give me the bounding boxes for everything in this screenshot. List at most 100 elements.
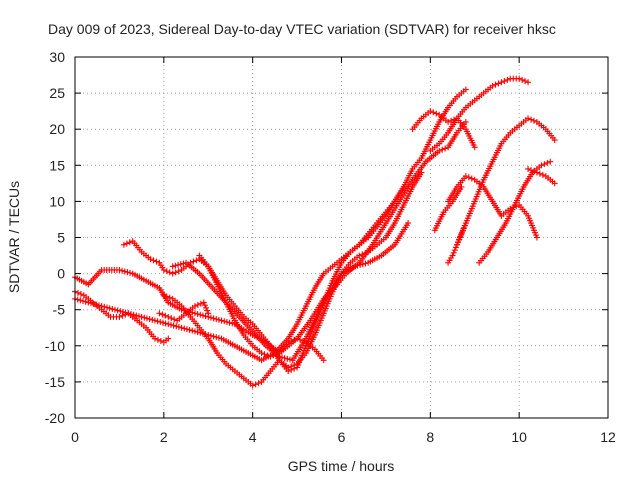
y-tick-label: 25 [49, 85, 65, 101]
series-track [427, 75, 532, 154]
data-point [533, 234, 540, 241]
data-point [462, 220, 469, 227]
data-point [147, 256, 154, 263]
series-track [196, 252, 327, 364]
y-tick-label: 10 [49, 193, 65, 209]
data-point [93, 301, 100, 308]
data-point [116, 266, 123, 273]
data-point [551, 180, 558, 187]
series-track [476, 158, 554, 266]
data-point [215, 334, 222, 341]
data-point [351, 263, 358, 270]
data-point [286, 356, 293, 363]
data-point [400, 183, 407, 190]
data-point [191, 310, 198, 317]
data-point [175, 324, 182, 331]
data-point [149, 316, 156, 323]
x-tick-label: 10 [511, 429, 527, 445]
data-point [465, 174, 472, 181]
data-point [498, 79, 505, 86]
data-point [273, 351, 280, 358]
data-point [181, 325, 188, 332]
data-point [138, 313, 145, 320]
data-point [210, 333, 217, 340]
data-point [186, 326, 193, 333]
data-point [119, 267, 126, 274]
data-point [111, 306, 118, 313]
data-point [538, 162, 545, 169]
data-point [270, 352, 277, 359]
data-point [87, 300, 94, 307]
data-point [285, 364, 292, 371]
data-point [459, 228, 466, 235]
data-point [169, 270, 176, 277]
data-point [255, 380, 262, 387]
data-point [261, 351, 268, 358]
data-point [210, 315, 217, 322]
x-tick-label: 6 [338, 429, 346, 445]
data-point [547, 158, 554, 165]
y-tick-label: 15 [49, 157, 65, 173]
data-point [530, 117, 537, 124]
data-point [90, 300, 97, 307]
data-point [159, 311, 166, 318]
data-point [462, 173, 469, 180]
data-point [162, 320, 169, 327]
data-point [468, 175, 475, 182]
data-point [362, 250, 369, 257]
data-point [539, 171, 546, 178]
data-point [168, 315, 175, 322]
data-points [72, 75, 558, 389]
data-point [123, 240, 130, 247]
data-point [267, 353, 274, 360]
data-point [458, 230, 465, 237]
data-point [204, 307, 211, 314]
data-point [202, 313, 209, 320]
data-point [143, 315, 150, 322]
x-tick-label: 4 [249, 429, 257, 445]
data-point [151, 335, 158, 342]
data-point [471, 144, 478, 151]
data-point [175, 261, 182, 268]
data-point [194, 329, 201, 336]
data-point [218, 317, 225, 324]
data-point [461, 222, 468, 229]
x-tick-label: 2 [160, 429, 168, 445]
data-point [77, 297, 84, 304]
series-track [156, 299, 212, 324]
y-tick-label: -20 [45, 410, 65, 426]
data-point [249, 382, 256, 389]
data-point [544, 159, 551, 166]
data-point [166, 294, 173, 301]
data-point [166, 269, 173, 276]
data-point [215, 316, 222, 323]
data-point [223, 318, 230, 325]
data-point [197, 311, 204, 318]
data-point [536, 170, 543, 177]
data-point [165, 335, 172, 342]
data-point [288, 337, 295, 344]
data-point [170, 322, 177, 329]
data-point [127, 311, 134, 318]
data-point [516, 75, 523, 82]
y-tick-label: -10 [45, 338, 65, 354]
data-point [119, 308, 126, 315]
data-point [189, 327, 196, 334]
data-point [297, 336, 304, 343]
data-point [436, 147, 443, 154]
series-track [72, 183, 407, 364]
data-point [101, 303, 108, 310]
data-point [160, 292, 167, 299]
data-point [551, 137, 558, 144]
data-point [504, 76, 511, 83]
data-point [130, 311, 137, 318]
data-point [285, 339, 292, 346]
data-point [205, 331, 212, 338]
data-point [109, 305, 116, 312]
data-point [541, 161, 548, 168]
grid-lines [75, 57, 608, 418]
data-point [357, 261, 364, 268]
x-tick-label: 0 [71, 429, 79, 445]
data-point [226, 319, 233, 326]
data-point [157, 337, 164, 344]
